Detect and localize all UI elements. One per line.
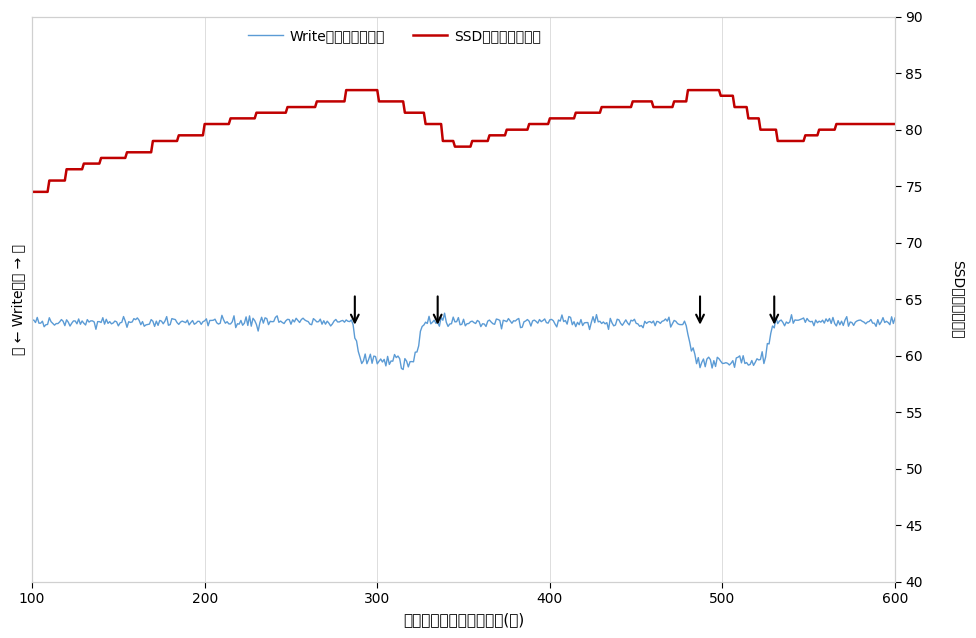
SSD温度（右縦軸） xyxy=(889,120,901,128)
Y-axis label: SSD温度（摂氏）: SSD温度（摂氏） xyxy=(951,260,965,339)
SSD温度（右縦軸） xyxy=(240,115,252,122)
Write性能（左縦軸） xyxy=(26,316,38,324)
Line: SSD温度（右縦軸）: SSD温度（右縦軸） xyxy=(32,90,895,192)
Write性能（左縦軸） xyxy=(341,316,352,323)
SSD温度（右縦軸） xyxy=(276,109,288,117)
Legend: Write性能（左縦軸）, SSD温度（右縦軸）: Write性能（左縦軸）, SSD温度（右縦軸） xyxy=(242,24,547,48)
Write性能（左縦軸） xyxy=(397,366,409,373)
Write性能（左縦軸） xyxy=(595,320,607,327)
Y-axis label: 低 ← Write性能 → 高: 低 ← Write性能 → 高 xyxy=(11,244,25,355)
Write性能（左縦軸） xyxy=(889,314,901,322)
Write性能（左縦軸） xyxy=(586,319,597,327)
X-axis label: 測定開始からの経過時間(秒): 測定開始からの経過時間(秒) xyxy=(403,612,524,627)
SSD温度（右縦軸） xyxy=(743,115,754,122)
Write性能（左縦軸） xyxy=(276,318,288,326)
SSD温度（右縦軸） xyxy=(594,109,606,117)
Write性能（左縦軸） xyxy=(439,309,451,317)
SSD温度（右縦軸） xyxy=(342,86,353,94)
SSD温度（右縦軸） xyxy=(341,86,352,94)
Line: Write性能（左縦軸）: Write性能（左縦軸） xyxy=(32,313,895,369)
SSD温度（右縦軸） xyxy=(26,188,38,196)
SSD温度（右縦軸） xyxy=(584,109,595,117)
Write性能（左縦軸） xyxy=(745,360,756,368)
Write性能（左縦軸） xyxy=(240,313,252,321)
